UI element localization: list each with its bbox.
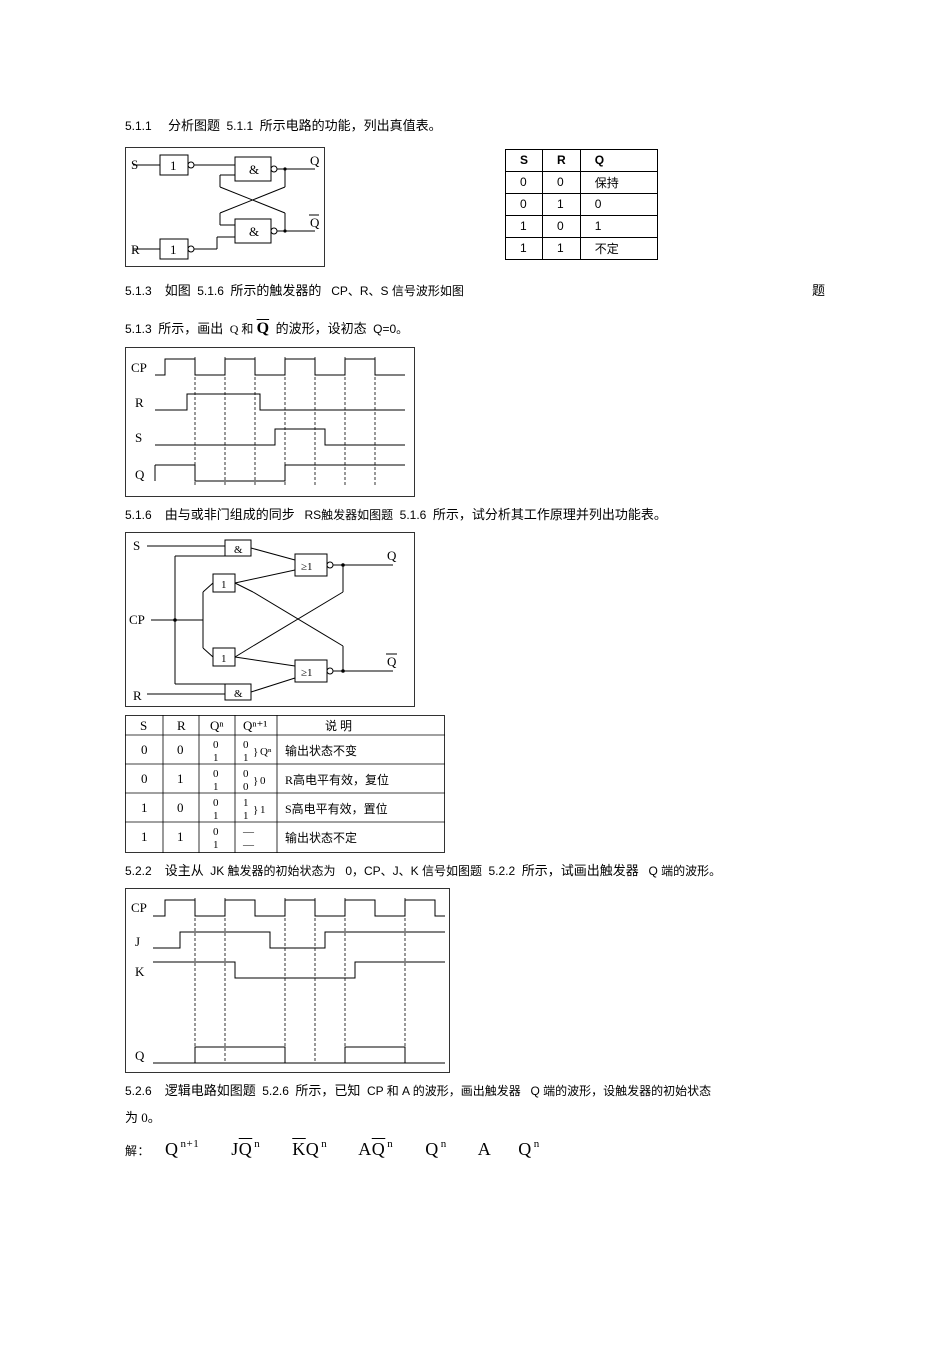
table-row: 101 — [506, 215, 658, 237]
problem-5-1-3b: 5.1.3 所示，画出 Q 和 Q 的波形，设初态 Q=0。 — [125, 316, 825, 342]
svg-text:说 明: 说 明 — [325, 718, 352, 733]
svg-text:Qⁿ⁺¹: Qⁿ⁺¹ — [243, 718, 267, 733]
svg-text:J: J — [135, 934, 140, 949]
svg-text:&: & — [249, 162, 259, 177]
svg-text:0: 0 — [213, 739, 219, 751]
svg-text:—: — — [242, 839, 255, 851]
svg-text:—: — — [242, 826, 255, 838]
svg-text:输出状态不定: 输出状态不定 — [285, 830, 357, 845]
svg-text:R: R — [177, 718, 186, 733]
equation-5-2-6: 解： Qn+1 JQn KQn AQn Qn A Qn — [125, 1138, 825, 1160]
svg-text:}: } — [253, 804, 258, 816]
svg-text:1: 1 — [141, 800, 148, 815]
svg-text:Qⁿ: Qⁿ — [260, 746, 272, 758]
svg-text:1: 1 — [221, 579, 227, 591]
svg-text:1: 1 — [243, 797, 249, 809]
svg-text:S: S — [133, 538, 140, 553]
svg-text:CP: CP — [131, 360, 147, 375]
svg-text:}: } — [253, 775, 258, 787]
svg-text:0: 0 — [243, 781, 249, 793]
figure-5-1-6-circuit: S CP R & & 1 1 ≥1 ≥1 Q Q — [125, 532, 415, 707]
problem-5-2-6-line2: 为 0。 — [125, 1108, 825, 1129]
svg-text:&: & — [234, 688, 243, 700]
table-row: 00保持 — [506, 171, 658, 193]
th-s: S — [506, 149, 543, 171]
svg-text:}: } — [253, 746, 258, 758]
svg-text:S高电平有效，置位: S高电平有效，置位 — [285, 801, 388, 816]
svg-text:1: 1 — [243, 752, 249, 764]
svg-text:0: 0 — [260, 775, 266, 787]
svg-text:1: 1 — [141, 829, 148, 844]
svg-text:0: 0 — [177, 742, 184, 757]
table-row: 010 — [506, 193, 658, 215]
svg-text:&: & — [234, 544, 243, 556]
problem-5-2-6: 5.2.6 逻辑电路如图题 5.2.6 所示，已知 CP 和 A 的波形，画出触… — [125, 1081, 825, 1102]
svg-text:0: 0 — [141, 742, 148, 757]
svg-text:K: K — [135, 964, 145, 979]
svg-text:0: 0 — [141, 771, 148, 786]
svg-text:0: 0 — [213, 768, 219, 780]
svg-text:R: R — [135, 395, 144, 410]
svg-text:0: 0 — [213, 797, 219, 809]
table-row: 11不定 — [506, 237, 658, 259]
svg-text:R: R — [131, 242, 140, 257]
svg-text:1: 1 — [213, 752, 219, 764]
svg-text:1: 1 — [177, 771, 184, 786]
svg-text:S: S — [140, 718, 147, 733]
svg-text:Q: Q — [310, 153, 320, 168]
svg-text:1: 1 — [177, 829, 184, 844]
svg-text:0: 0 — [213, 826, 219, 838]
figure-5-1-3-timing: CP R S Q — [125, 347, 415, 497]
problem-5-2-2: 5.2.2 设主从 JK 触发器的初始状态为 0，CP、J、K 信号如图题 5.… — [125, 861, 825, 882]
pnum: 5.1.1 — [125, 119, 152, 133]
figure-5-1-1-circuit: 1 S 1 R & Q & Q — [125, 147, 325, 267]
svg-text:1: 1 — [213, 810, 219, 822]
th-q: Q — [580, 149, 657, 171]
svg-text:Q: Q — [135, 1048, 145, 1063]
th-r: R — [543, 149, 581, 171]
table-5-1-6: S R Qⁿ Qⁿ⁺¹ 说 明 0 0 0 1 0 1 } Qⁿ 输出状态不变 … — [125, 715, 445, 853]
svg-text:S: S — [135, 430, 142, 445]
problem-5-1-1: 5.1.1 分析图题 5.1.1 所示电路的功能，列出真值表。 — [125, 116, 825, 137]
svg-text:R: R — [133, 688, 142, 703]
svg-text:0: 0 — [243, 739, 249, 751]
svg-text:CP: CP — [131, 900, 147, 915]
svg-text:1: 1 — [221, 653, 227, 665]
svg-text:1: 1 — [213, 839, 219, 851]
svg-text:R高电平有效，复位: R高电平有效，复位 — [285, 772, 389, 787]
svg-text:0: 0 — [177, 800, 184, 815]
svg-text:1: 1 — [213, 781, 219, 793]
svg-text:Q: Q — [135, 467, 145, 482]
svg-text:S: S — [131, 157, 138, 172]
truth-table-511: S R Q 00保持 010 101 11不定 — [505, 149, 658, 260]
svg-text:Qⁿ: Qⁿ — [210, 718, 223, 733]
svg-text:≥1: ≥1 — [301, 667, 313, 679]
svg-text:≥1: ≥1 — [301, 561, 313, 573]
svg-text:输出状态不变: 输出状态不变 — [285, 743, 357, 758]
svg-text:1: 1 — [170, 158, 177, 173]
svg-text:&: & — [249, 224, 259, 239]
svg-text:1: 1 — [170, 242, 177, 257]
svg-text:0: 0 — [243, 768, 249, 780]
svg-text:CP: CP — [129, 612, 145, 627]
svg-text:Q: Q — [387, 548, 397, 563]
problem-5-1-6: 5.1.6 由与或非门组成的同步 RS触发器如图题 5.1.6 所示，试分析其工… — [125, 505, 825, 526]
svg-text:1: 1 — [243, 810, 249, 822]
svg-text:Q: Q — [387, 654, 397, 669]
svg-text:1: 1 — [260, 804, 266, 816]
problem-5-1-3a: 5.1.3 如图 5.1.6 所示的触发器的 CP、R、S 信号波形如图 题 — [125, 281, 825, 302]
figure-5-2-2-timing: CP J K Q — [125, 888, 450, 1073]
svg-text:Q: Q — [310, 215, 320, 230]
